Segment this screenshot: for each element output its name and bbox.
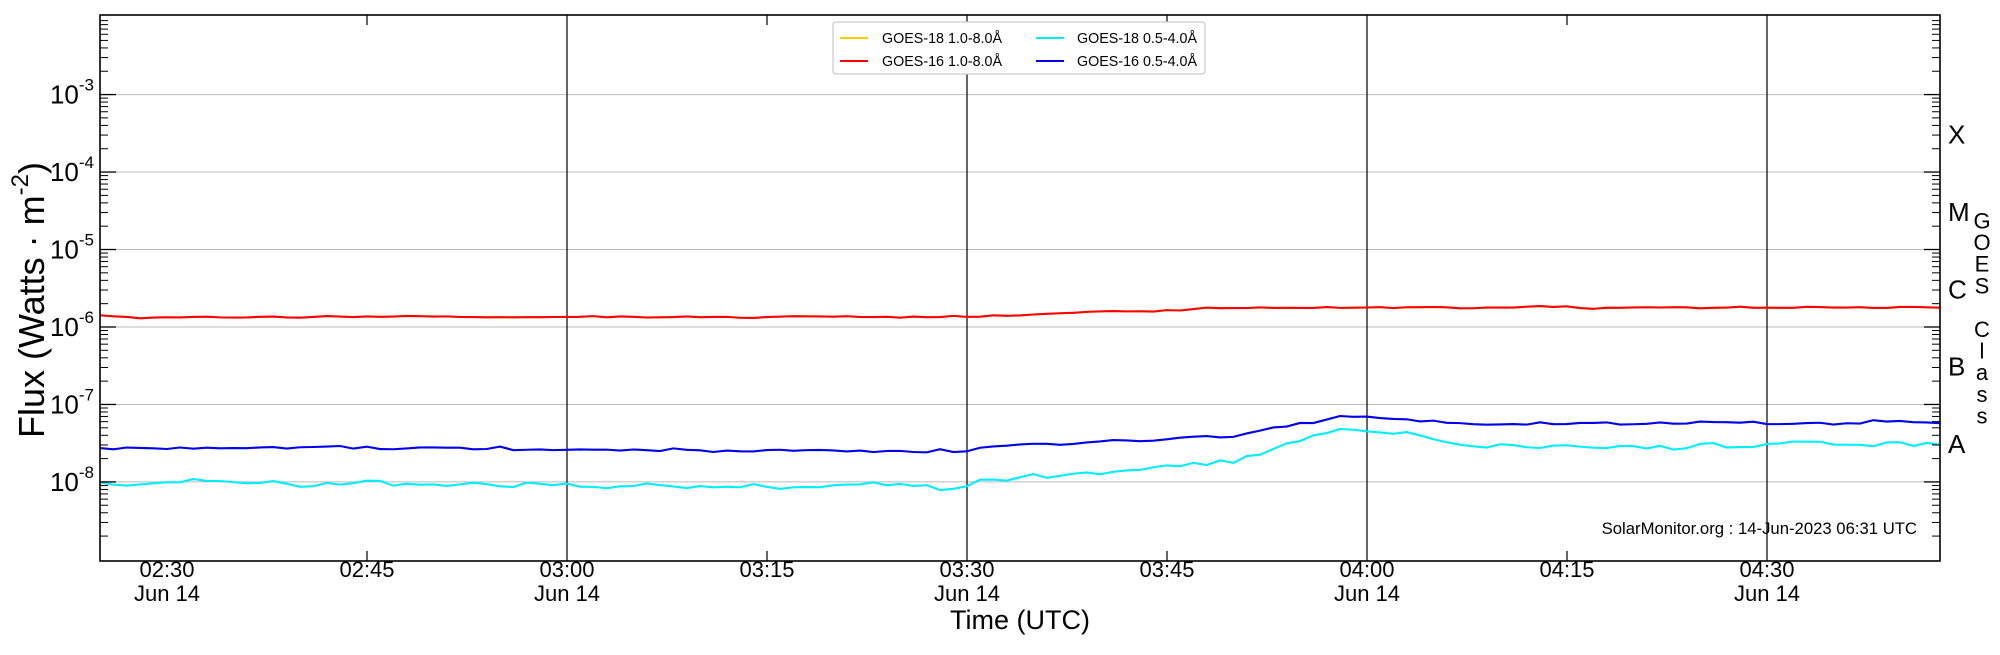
svg-text:C: C bbox=[1948, 274, 1967, 304]
svg-text:B: B bbox=[1948, 352, 1965, 382]
svg-text:03:45: 03:45 bbox=[1139, 557, 1194, 582]
svg-text:s: s bbox=[1977, 404, 1988, 429]
svg-text:04:00: 04:00 bbox=[1339, 557, 1394, 582]
svg-text:GOES-16 0.5-4.0Å: GOES-16 0.5-4.0Å bbox=[1077, 53, 1197, 70]
svg-text:04:30: 04:30 bbox=[1739, 557, 1794, 582]
svg-text:S: S bbox=[1975, 273, 1990, 298]
svg-text:M: M bbox=[1948, 197, 1970, 227]
svg-text:Jun 14: Jun 14 bbox=[934, 581, 1000, 606]
svg-text:GOES-18 1.0-8.0Å: GOES-18 1.0-8.0Å bbox=[882, 30, 1002, 47]
svg-text:SolarMonitor.org : 14-Jun-2023: SolarMonitor.org : 14-Jun-2023 06:31 UTC bbox=[1602, 519, 1917, 538]
svg-text:GOES-16 1.0-8.0Å: GOES-16 1.0-8.0Å bbox=[882, 53, 1002, 70]
svg-text:Jun 14: Jun 14 bbox=[1334, 581, 1400, 606]
svg-text:03:15: 03:15 bbox=[739, 557, 794, 582]
svg-text:Flux (Watts · m-2): Flux (Watts · m-2) bbox=[7, 162, 52, 438]
svg-text:Jun 14: Jun 14 bbox=[1734, 581, 1800, 606]
svg-text:Jun 14: Jun 14 bbox=[134, 581, 200, 606]
svg-text:02:45: 02:45 bbox=[339, 557, 394, 582]
svg-text:A: A bbox=[1948, 429, 1966, 459]
svg-text:Time (UTC): Time (UTC) bbox=[950, 605, 1090, 635]
svg-text:X: X bbox=[1948, 119, 1965, 149]
svg-text:03:30: 03:30 bbox=[939, 557, 994, 582]
svg-text:03:00: 03:00 bbox=[539, 557, 594, 582]
svg-text:04:15: 04:15 bbox=[1539, 557, 1594, 582]
svg-text:Jun 14: Jun 14 bbox=[534, 581, 600, 606]
svg-text:02:30: 02:30 bbox=[139, 557, 194, 582]
svg-text:GOES-18 0.5-4.0Å: GOES-18 0.5-4.0Å bbox=[1077, 30, 1197, 47]
